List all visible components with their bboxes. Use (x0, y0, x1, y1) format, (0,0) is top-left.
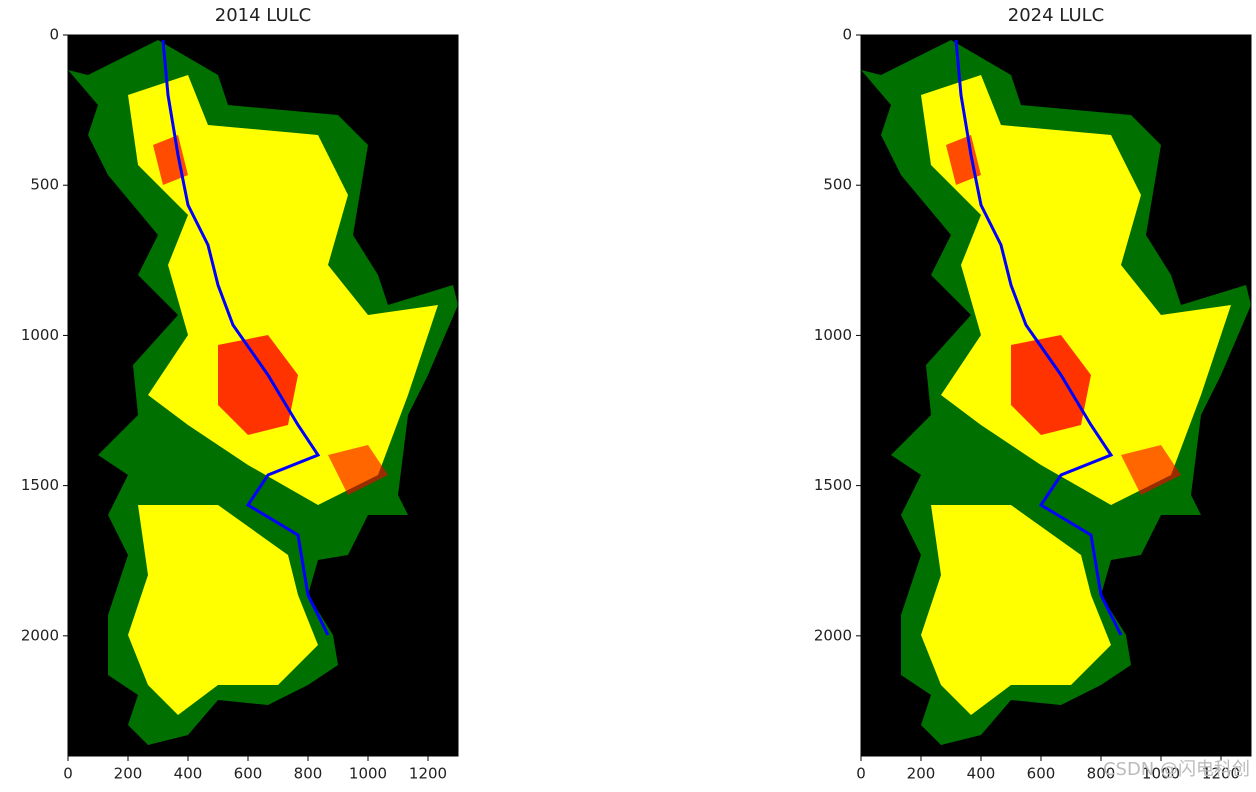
x-tick-label: 600 (234, 765, 263, 783)
y-tick-label: 1500 (21, 476, 59, 494)
y-tick-label: 1000 (21, 326, 59, 344)
y-tick-label: 500 (30, 176, 59, 194)
x-tick-label: 800 (294, 765, 323, 783)
x-tick-label: 400 (174, 765, 203, 783)
x-tick-label: 1000 (349, 765, 387, 783)
subplot-title: 2024 LULC (1008, 5, 1104, 26)
x-tick-label: 800 (1087, 765, 1116, 783)
x-tick-label: 1200 (409, 765, 447, 783)
x-tick-label: 1000 (1142, 765, 1180, 783)
y-tick-label: 2000 (814, 626, 852, 644)
x-tick-label: 1200 (1202, 765, 1240, 783)
y-tick-label: 0 (842, 26, 852, 44)
y-tick-label: 1000 (814, 326, 852, 344)
x-tick-label: 200 (907, 765, 936, 783)
watermark: CSDN @闪电科创 (1103, 759, 1250, 780)
y-tick-label: 0 (49, 26, 59, 44)
x-tick-label: 600 (1027, 765, 1056, 783)
x-tick-label: 200 (114, 765, 143, 783)
axes-frame (860, 34, 1252, 757)
y-tick-label: 1500 (814, 476, 852, 494)
x-tick-label: 0 (63, 765, 73, 783)
y-tick-label: 500 (823, 176, 852, 194)
y-tick-label: 2000 (21, 626, 59, 644)
subplot-title: 2014 LULC (215, 5, 311, 26)
x-tick-label: 0 (856, 765, 866, 783)
x-tick-label: 400 (967, 765, 996, 783)
axes-frame (67, 34, 459, 757)
